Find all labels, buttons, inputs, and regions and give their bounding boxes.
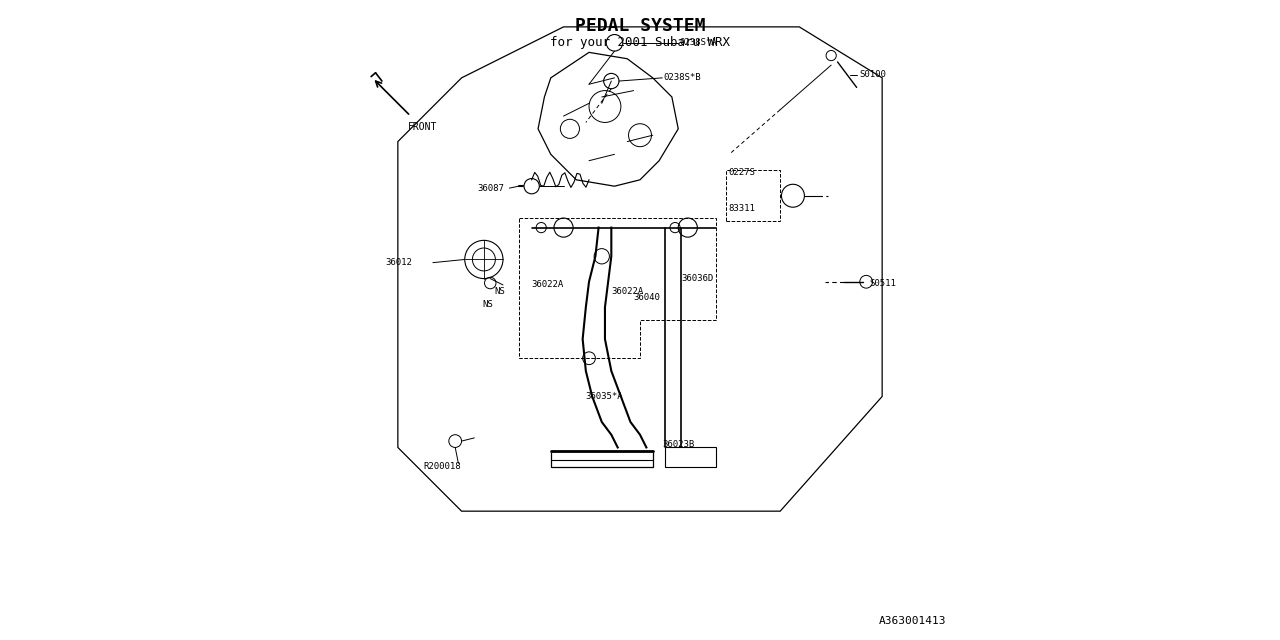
Text: 36022A: 36022A bbox=[531, 280, 564, 289]
Text: 36023B: 36023B bbox=[662, 440, 695, 449]
Text: 0227S: 0227S bbox=[728, 168, 755, 177]
Text: 36035*A: 36035*A bbox=[586, 392, 623, 401]
Text: NS: NS bbox=[494, 287, 506, 296]
Text: R200018: R200018 bbox=[424, 462, 461, 471]
Text: 0238S*A: 0238S*A bbox=[680, 38, 717, 47]
Text: 36040: 36040 bbox=[634, 293, 660, 302]
Text: 36012: 36012 bbox=[385, 258, 412, 267]
Text: NS: NS bbox=[483, 300, 493, 308]
Text: 36022A: 36022A bbox=[612, 287, 644, 296]
Text: 0238S*B: 0238S*B bbox=[663, 74, 701, 83]
Text: 83311: 83311 bbox=[728, 204, 755, 213]
Text: PEDAL SYSTEM: PEDAL SYSTEM bbox=[575, 17, 705, 35]
Text: 36036D: 36036D bbox=[681, 274, 714, 283]
Text: A363001413: A363001413 bbox=[878, 616, 946, 626]
Text: FRONT: FRONT bbox=[407, 122, 436, 132]
Text: S0100: S0100 bbox=[860, 70, 887, 79]
Text: S0511: S0511 bbox=[869, 278, 896, 287]
Text: for your 2001 Subaru WRX: for your 2001 Subaru WRX bbox=[550, 36, 730, 49]
Text: 36087: 36087 bbox=[477, 184, 504, 193]
